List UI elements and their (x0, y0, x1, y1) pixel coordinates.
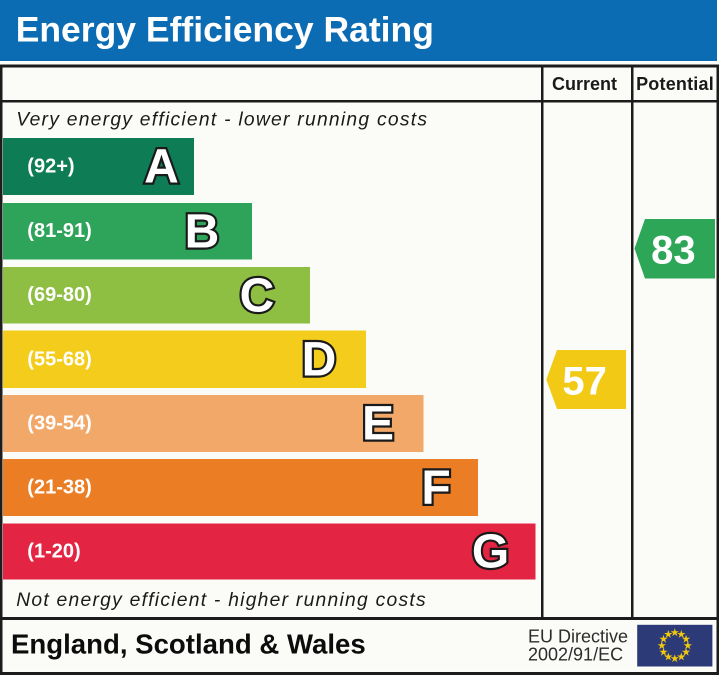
svg-text:England, Scotland & Wales: England, Scotland & Wales (11, 628, 366, 659)
svg-text:(92+): (92+) (27, 156, 74, 178)
svg-text:Potential: Potential (636, 74, 714, 94)
svg-text:Not energy efficient - higher: Not energy efficient - higher running co… (16, 590, 427, 611)
svg-text:(55-68): (55-68) (27, 348, 91, 370)
svg-text:A: A (144, 141, 179, 194)
svg-text:83: 83 (651, 229, 696, 273)
svg-text:C: C (240, 269, 275, 322)
svg-text:F: F (421, 462, 450, 515)
svg-text:Very energy efficient - lower: Very energy efficient - lower running co… (16, 110, 428, 131)
svg-text:E: E (362, 398, 394, 451)
svg-text:2002/91/EC: 2002/91/EC (528, 645, 623, 665)
svg-text:(69-80): (69-80) (27, 284, 91, 306)
svg-text:Energy Efficiency Rating: Energy Efficiency Rating (16, 9, 434, 49)
svg-text:57: 57 (562, 359, 607, 403)
svg-text:(39-54): (39-54) (27, 413, 91, 435)
svg-text:Current: Current (552, 74, 617, 94)
svg-text:G: G (472, 526, 509, 579)
svg-text:(1-20): (1-20) (27, 541, 80, 563)
svg-text:(81-91): (81-91) (27, 220, 91, 242)
svg-text:B: B (185, 205, 220, 258)
svg-text:D: D (302, 333, 337, 386)
svg-text:EU Directive: EU Directive (528, 626, 628, 646)
svg-text:(21-38): (21-38) (27, 477, 91, 499)
